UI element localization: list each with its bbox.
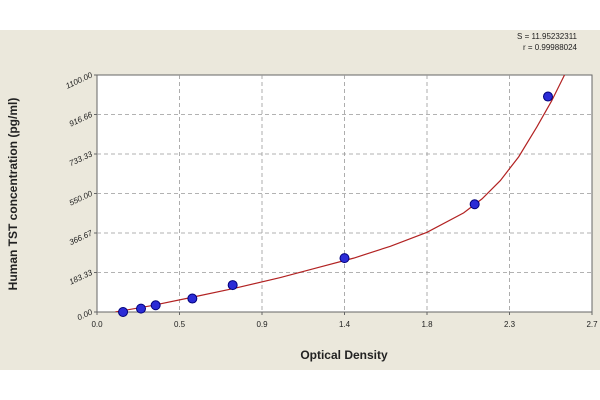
data-point xyxy=(543,91,553,102)
x-tick-label: 1.8 xyxy=(421,320,433,329)
data-point xyxy=(469,199,480,210)
data-point xyxy=(118,307,129,317)
x-tick-label: 2.3 xyxy=(504,320,516,329)
x-tick-label: 0.5 xyxy=(174,320,186,329)
x-tick-label: 0.9 xyxy=(256,320,268,329)
data-point xyxy=(227,280,238,291)
x-tick-label: 0.0 xyxy=(91,320,103,329)
x-tick-label: 1.4 xyxy=(339,320,351,329)
data-point xyxy=(150,300,161,311)
x-tick-label: 2.7 xyxy=(586,320,598,329)
x-axis-label: Optical Density xyxy=(300,348,388,362)
annotation: S = 11.95232311 xyxy=(517,32,578,41)
y-axis-label: Human TST concentration (pg/ml) xyxy=(6,98,20,291)
annotation: r = 0.99988024 xyxy=(523,43,578,52)
data-point xyxy=(136,303,146,314)
data-point xyxy=(339,253,350,264)
data-point xyxy=(187,293,198,304)
fit-curve xyxy=(115,74,566,312)
